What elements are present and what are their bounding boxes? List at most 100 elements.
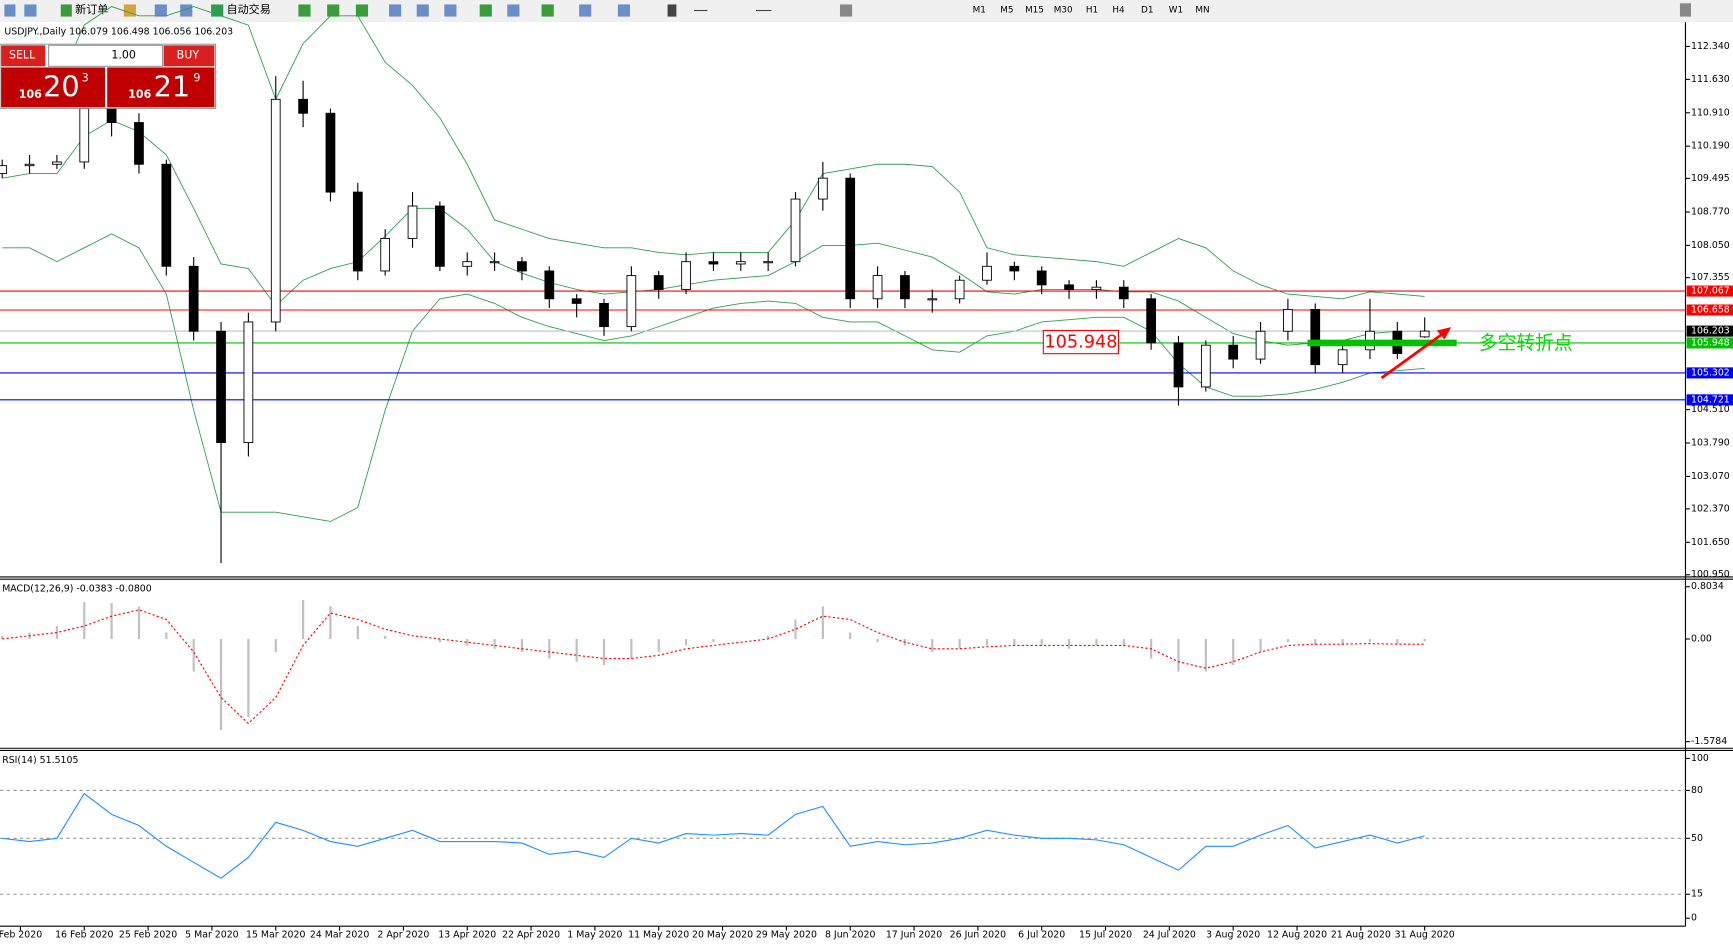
y-tick-label: 109.495	[1691, 173, 1730, 184]
x-tick-label: 11 May 2020	[628, 930, 689, 941]
price-tag	[1686, 325, 1733, 337]
buy-pips: 21	[154, 69, 191, 103]
candle-body	[571, 298, 582, 304]
candle-body	[134, 122, 144, 165]
candle-body	[380, 238, 391, 272]
lot-input[interactable]	[48, 44, 164, 67]
x-tick-label: 1 May 2020	[567, 930, 622, 941]
candle-body	[489, 261, 500, 264]
timeframe-button[interactable]: M1	[973, 5, 986, 15]
y-tick-label: 108.050	[1691, 240, 1730, 251]
candle-body	[817, 177, 828, 200]
candle-body	[1146, 298, 1156, 344]
sell-label: SELL	[9, 48, 36, 61]
candle-body	[79, 108, 90, 163]
level-annotation: 105.948	[1044, 333, 1117, 353]
x-tick-label: 15 Jul 2020	[1079, 930, 1132, 941]
candle-body	[325, 112, 336, 193]
candle-body	[1036, 270, 1047, 286]
x-tick-label: 21 Aug 2020	[1331, 930, 1391, 941]
bollinger-band	[2, 119, 1425, 346]
y-tick-label: 108.770	[1691, 207, 1730, 218]
buy-button[interactable]	[163, 45, 215, 67]
sell-big: 106	[19, 88, 42, 101]
buy-price[interactable]	[107, 67, 215, 108]
candle-body	[1091, 286, 1102, 290]
candle-body	[407, 205, 418, 239]
price-tag	[1686, 394, 1733, 406]
new-order-button[interactable]: 新订单	[75, 2, 108, 16]
price-tag-label: 105.302	[1691, 367, 1730, 378]
y-tick-label: 102.370	[1691, 503, 1730, 514]
candle-body	[626, 275, 637, 328]
y-tick-label: 111.630	[1691, 74, 1730, 85]
candle-body	[517, 261, 527, 272]
y-tick-label: 107.355	[1691, 272, 1730, 283]
x-tick-label: 12 Aug 2020	[1267, 930, 1327, 941]
x-tick-label: 8 Jun 2020	[825, 930, 875, 941]
sell-pips: 20	[43, 69, 80, 103]
price-tag	[1686, 285, 1733, 297]
y-tick-label: 112.340	[1691, 41, 1730, 52]
timeframe-button[interactable]: MN	[1195, 5, 1209, 15]
candle-body	[681, 261, 691, 290]
x-tick-label: 29 May 2020	[756, 930, 817, 941]
timeframes: M1 M5 M15 M30 H1 H4 D1 W1 MN	[973, 5, 1210, 15]
chart-window	[0, 22, 1733, 945]
arrow-head	[1436, 327, 1452, 340]
buy-big: 106	[128, 88, 151, 101]
sell-button[interactable]	[1, 45, 46, 67]
toolbar	[0, 0, 1733, 23]
y-tick-label: 110.910	[1691, 107, 1730, 118]
candle-body	[1419, 330, 1430, 338]
buy-frac: 9	[193, 71, 200, 84]
sell-price[interactable]	[1, 67, 105, 108]
candle-body	[599, 302, 609, 328]
candle-body	[1310, 309, 1321, 366]
candle-body	[1255, 330, 1266, 360]
candle-body	[435, 205, 445, 267]
candle-body	[270, 98, 281, 323]
x-tick-label: 31 Aug 2020	[1395, 930, 1455, 941]
candle-body	[708, 261, 719, 265]
candle-body	[352, 191, 363, 272]
price-tag-label: 105.948	[1691, 337, 1730, 348]
candle-body	[653, 275, 664, 290]
candle-body	[954, 279, 965, 300]
candle-body	[982, 265, 992, 281]
candle-body	[735, 261, 746, 265]
y-tick-label: 0	[1691, 913, 1697, 924]
candle-body	[24, 163, 35, 167]
y-tick-label: 100	[1691, 753, 1709, 764]
timeframe-button[interactable]: M5	[1000, 5, 1013, 15]
y-tick-label: 80	[1691, 785, 1703, 796]
candle-body	[1118, 286, 1129, 300]
price-tag-label: 106.203	[1691, 326, 1730, 337]
candle-body	[161, 163, 172, 267]
x-tick-label: 16 Feb 2020	[55, 930, 113, 941]
y-tick-label: 103.070	[1691, 471, 1730, 482]
candle-body	[1200, 344, 1211, 388]
macd-title: MACD(12,26,9) -0.0383 -0.0800	[2, 584, 152, 595]
candle-body	[900, 275, 910, 300]
x-tick-label: 6 Jul 2020	[1018, 930, 1065, 941]
timeframe-button[interactable]: W1	[1169, 5, 1183, 15]
x-tick-label: 22 Apr 2020	[502, 930, 560, 941]
timeframe-button[interactable]: D1	[1141, 5, 1153, 15]
auto-trading-button[interactable]: 自动交易	[227, 2, 271, 16]
timeframe-button[interactable]: H1	[1086, 5, 1098, 15]
timeframe-button[interactable]: M30	[1054, 5, 1073, 15]
candle-body	[1009, 265, 1020, 272]
trade-panel: SELL 1.00 BUY 106 20 3 106 21 9	[0, 43, 217, 109]
x-tick-label: Feb 2020	[0, 930, 42, 941]
timeframe-button[interactable]: H4	[1112, 5, 1125, 15]
timeframe-button[interactable]: M15	[1025, 5, 1044, 15]
plot-area	[0, 6, 1686, 895]
candle-body	[216, 330, 226, 444]
price-tag	[1686, 367, 1733, 379]
x-tick-label: 20 May 2020	[692, 930, 753, 941]
y-tick-label: 101.650	[1691, 537, 1730, 548]
y-tick-label: 0.8034	[1691, 581, 1724, 592]
